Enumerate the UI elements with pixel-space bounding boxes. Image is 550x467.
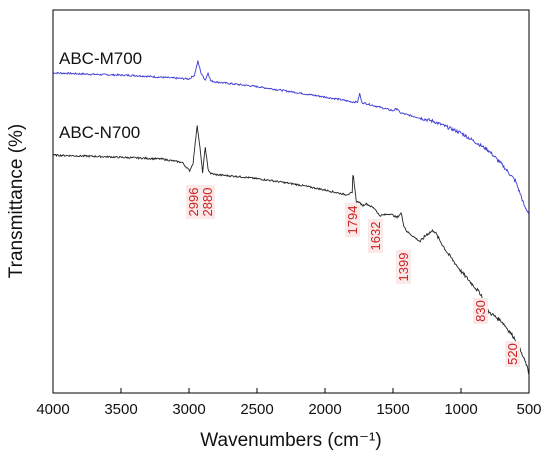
x-axis-title: Wavenumbers (cm⁻¹): [200, 430, 381, 451]
series-layer: [52, 60, 530, 376]
peak-annotation-1399: 1399: [396, 250, 411, 284]
peak-annotation-830: 830: [473, 298, 488, 324]
svg-text:1794: 1794: [345, 206, 360, 235]
x-tick-label: 3000: [172, 401, 205, 418]
series-label-abc-m700: ABC-M700: [59, 49, 142, 68]
svg-text:2996: 2996: [186, 188, 201, 217]
peak-annotation-1632: 1632: [368, 219, 383, 253]
series-label-abc-n700: ABC-N700: [59, 123, 140, 142]
svg-text:2880: 2880: [200, 188, 215, 217]
x-tick-label: 500: [516, 401, 541, 418]
x-tick-label: 1500: [376, 401, 409, 418]
x-tick-label: 2500: [240, 401, 273, 418]
x-tick-label: 4000: [36, 401, 69, 418]
svg-text:1399: 1399: [396, 253, 411, 282]
plot-frame: [52, 9, 530, 394]
peak-annotation-2996: 2996: [186, 185, 201, 219]
svg-text:1632: 1632: [368, 222, 383, 251]
svg-text:830: 830: [473, 300, 488, 322]
peak-annotation-2880: 2880: [200, 185, 215, 219]
x-tick-label: 1000: [444, 401, 477, 418]
x-axis-ticks: 4000 3500 3000 2500 2000 1500 1000 500: [36, 388, 542, 418]
svg-text:520: 520: [505, 343, 520, 365]
peak-annotation-520: 520: [505, 341, 520, 367]
series-line-abc-n700: [52, 125, 530, 376]
y-axis-title: Transmittance (%): [6, 124, 27, 279]
x-tick-label: 3500: [104, 401, 137, 418]
x-tick-label: 2000: [308, 401, 341, 418]
peak-annotation-1794: 1794: [345, 203, 360, 237]
series-line-abc-m700: [52, 60, 530, 214]
